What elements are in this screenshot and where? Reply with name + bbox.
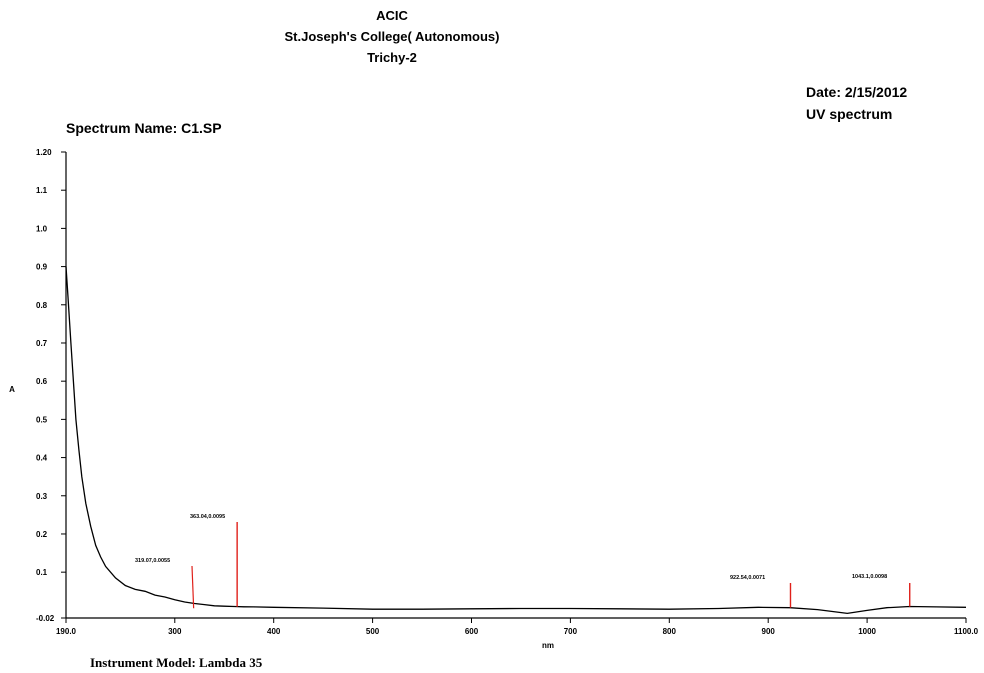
y-axis-label: A: [9, 385, 15, 394]
college-location: Trichy-2: [367, 50, 417, 65]
report-date: Date: 2/15/2012: [806, 84, 908, 100]
y-tick-label: 1.1: [36, 186, 48, 195]
peak-marker: [191, 565, 195, 609]
y-tick-label: 0.9: [36, 263, 48, 272]
x-tick-label: 500: [366, 627, 380, 636]
peak-label: 1043.1,0.0098: [852, 574, 887, 580]
spectrum-type: UV spectrum: [806, 106, 893, 122]
y-tick-label: 1.20: [36, 148, 52, 157]
x-tick-label: 190.0: [56, 627, 77, 636]
x-tick-label: 800: [663, 627, 677, 636]
x-tick-label: 700: [564, 627, 578, 636]
y-tick-label: 0.6: [36, 377, 48, 386]
x-tick-label: 900: [762, 627, 776, 636]
lab-name: ACIC: [376, 8, 408, 23]
y-tick-label: 0.1: [36, 568, 48, 577]
y-tick-label: -0.02: [36, 614, 55, 623]
y-tick-label: 0.8: [36, 301, 48, 310]
peak-label: 319.07,0.0055: [135, 558, 170, 564]
y-tick-label: 0.2: [36, 530, 48, 539]
college-name: St.Joseph's College( Autonomous): [284, 29, 500, 44]
x-tick-label: 400: [267, 627, 281, 636]
spectrum-line-0: [65, 266, 967, 615]
y-tick-label: 1.0: [36, 224, 48, 233]
x-tick-label: 1100.0: [954, 627, 979, 636]
spectrum-name: Spectrum Name: C1.SP: [66, 120, 222, 136]
peak-label: 363.04,0.0095: [190, 514, 225, 520]
y-tick-label: 0.3: [36, 492, 48, 501]
y-tick-label: 0.5: [36, 415, 48, 424]
y-tick-label: 0.4: [36, 454, 48, 463]
x-tick-label: 600: [465, 627, 479, 636]
peak-label: 922.54,0.0071: [730, 575, 765, 581]
x-tick-label: 300: [168, 627, 182, 636]
instrument-model: Instrument Model: Lambda 35: [90, 655, 263, 670]
x-axis-label: nm: [542, 641, 554, 650]
y-tick-label: 0.7: [36, 339, 48, 348]
x-tick-label: 1000: [858, 627, 876, 636]
